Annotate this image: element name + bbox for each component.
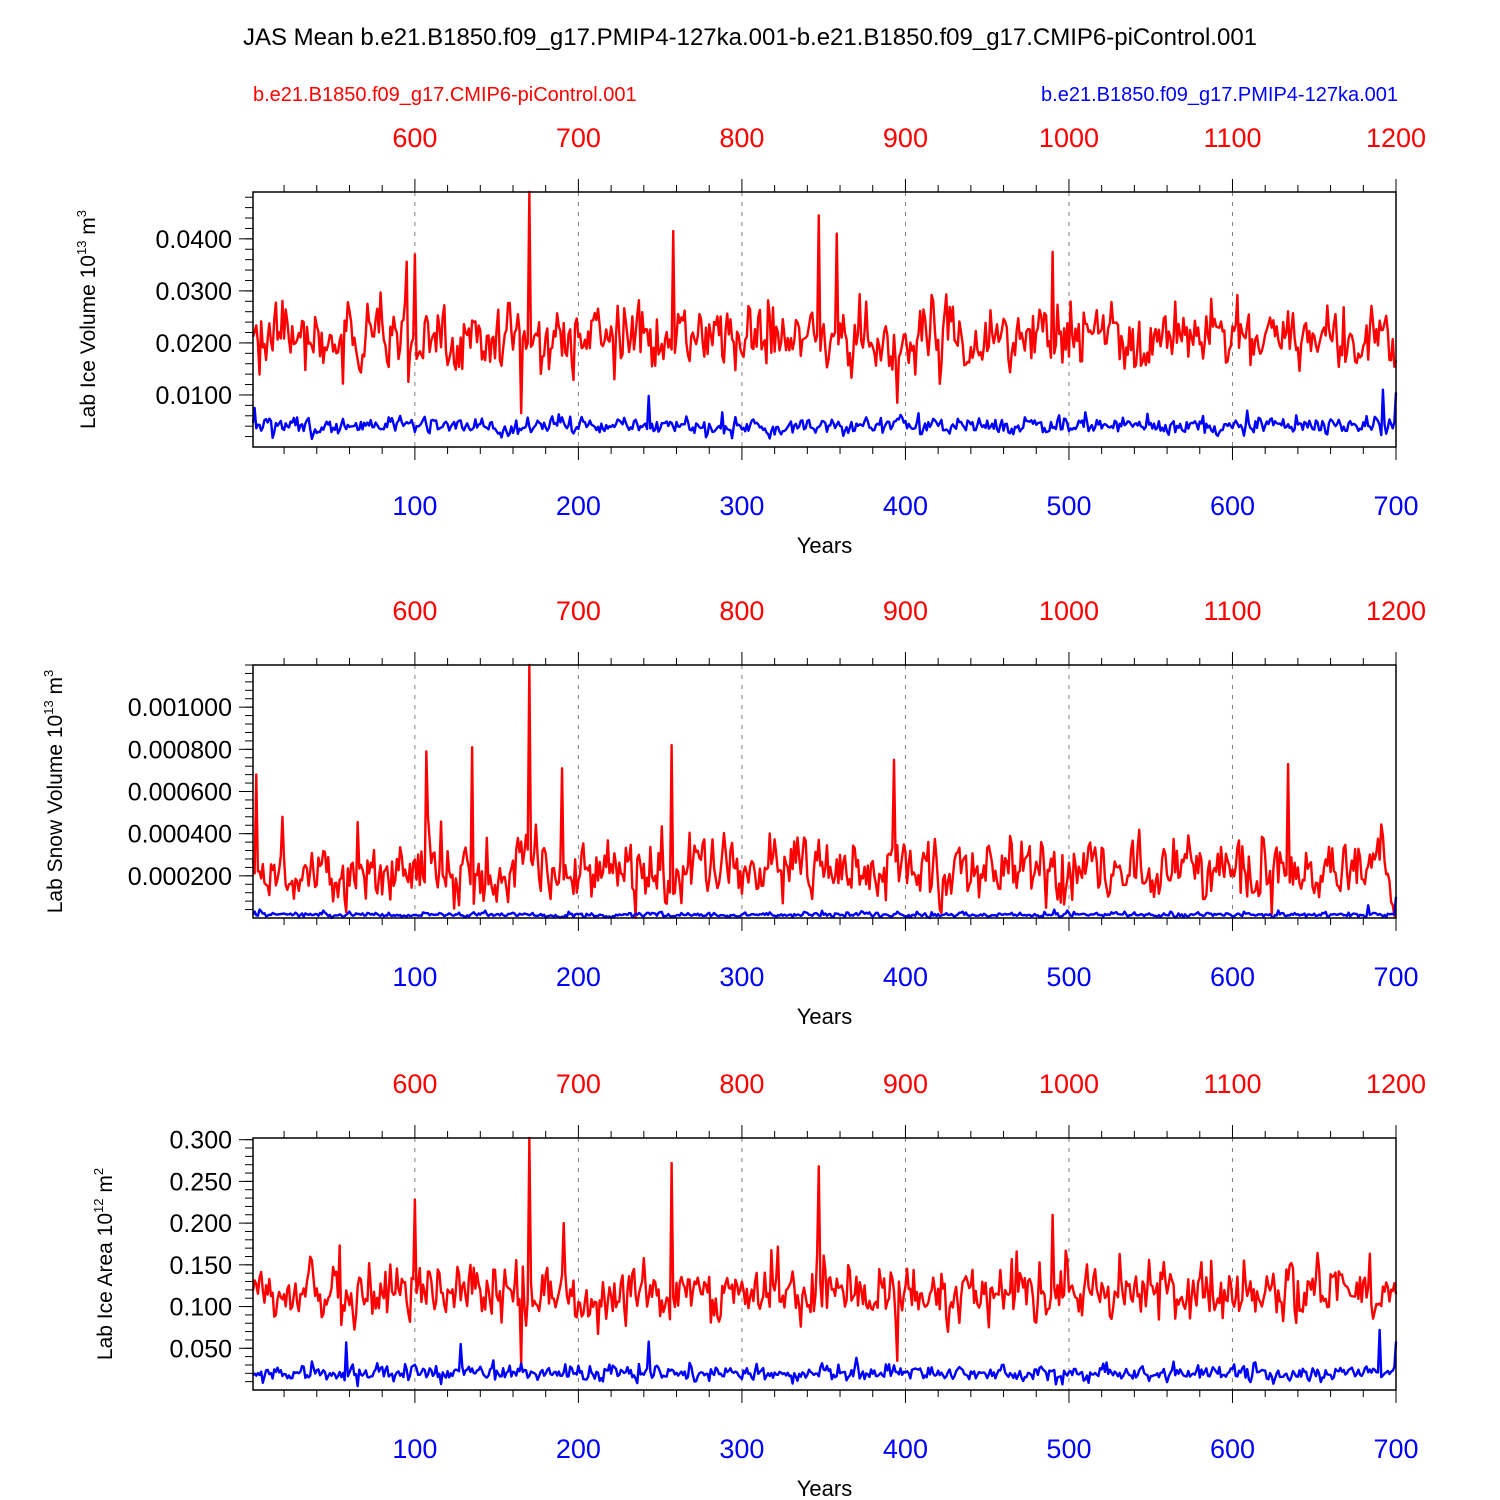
top-tick-label: 1000 [1039,596,1099,626]
series-pmip-line [252,1328,1398,1388]
top-tick-label: 800 [719,123,764,153]
top-tick-label: 600 [392,1069,437,1099]
bottom-tick-label: 500 [1046,962,1091,992]
panels: 600 700 800 900 1000 1100 1200 100 200 300 400 500 6… [41,123,1426,1500]
top-tick-label: 700 [556,1069,601,1099]
y-tick-label: 0.001000 [128,694,232,722]
legend-pmip-label: b.e21.B1850.f09_g17.PMIP4-127ka.001 [1041,84,1398,106]
x-axis-title: Years [797,1476,852,1500]
bottom-tick-label: 500 [1046,491,1091,521]
bottom-tick-label: 100 [392,1434,437,1464]
chart-title: JAS Mean b.e21.B1850.f09_g17.PMIP4-127ka… [243,24,1257,51]
top-tick-label: 900 [883,123,928,153]
bottom-tick-label: 600 [1210,491,1255,521]
series-control-line [251,663,1397,919]
bottom-tick-label: 300 [719,1434,764,1464]
top-tick-label: 1100 [1203,1069,1261,1099]
y-tick-label: 0.0100 [156,382,232,410]
bottom-tick-label: 400 [883,491,928,521]
bottom-tick-label: 200 [556,1434,601,1464]
y-tick-label: 0.000800 [128,736,232,764]
y-tick-label: 0.0200 [156,330,232,358]
x-axis-title: Years [797,1004,852,1029]
y-tick-label: 0.200 [169,1210,232,1238]
top-tick-label: 1000 [1039,1069,1099,1099]
bottom-tick-label: 700 [1373,491,1418,521]
top-tick-label: 1100 [1203,123,1261,153]
top-tick-label: 900 [883,1069,928,1099]
y-tick-label: 0.250 [169,1168,232,1196]
top-tick-label: 1200 [1366,596,1426,626]
bottom-tick-label: 500 [1046,1434,1091,1464]
bottom-tick-label: 700 [1373,1434,1418,1464]
y-tick-label: 0.050 [169,1335,232,1363]
top-tick-label: 600 [392,123,437,153]
series-control-line [251,1136,1398,1367]
bottom-tick-label: 200 [556,491,601,521]
series-pmip-line [251,388,1398,441]
top-tick-label: 1200 [1366,1069,1426,1099]
y-tick-label: 0.0400 [156,226,232,254]
series-pmip-line [251,896,1398,920]
top-tick-label: 1100 [1203,596,1261,626]
top-tick-label: 700 [556,596,601,626]
y-tick-label: 0.300 [169,1127,232,1155]
y-tick-label: 0.0300 [156,278,232,306]
y-axis-title: Lab Snow Volume 1013 m3 [41,670,67,914]
y-tick-label: 0.000600 [128,779,232,807]
y-tick-label: 0.000200 [128,863,232,891]
plot-frame [252,1137,1397,1391]
y-tick-label: 0.000400 [128,821,232,849]
bottom-tick-label: 300 [719,491,764,521]
bottom-tick-label: 100 [392,491,437,521]
x-axis-title: Years [797,533,852,558]
panel-2: 600 700 800 900 1000 1100 1200 100 200 300 400 500 6… [41,596,1426,1029]
bottom-tick-label: 700 [1373,962,1418,992]
panel-1: 600 700 800 900 1000 1100 1200 100 200 300 400 500 6… [74,123,1426,558]
top-tick-label: 600 [392,596,437,626]
top-tick-label: 900 [883,596,928,626]
legend-control-label: b.e21.B1850.f09_g17.CMIP6-piControl.001 [253,84,637,106]
top-tick-label: 800 [719,596,764,626]
y-axis-title: Lab Ice Area 1012 m2 [91,1168,117,1360]
top-tick-label: 1200 [1366,123,1426,153]
y-tick-label: 0.150 [169,1252,232,1280]
y-tick-label: 0.100 [169,1294,232,1322]
bottom-tick-label: 100 [392,962,437,992]
top-tick-label: 800 [719,1069,764,1099]
bottom-tick-label: 200 [556,962,601,992]
plot-frame [252,191,1397,448]
bottom-tick-label: 400 [883,962,928,992]
series-control-line [251,190,1398,415]
panel-3: 600 700 800 900 1000 1100 1200 100 200 300 400 500 6… [91,1069,1426,1500]
top-tick-label: 1000 [1039,123,1099,153]
bottom-tick-label: 600 [1210,1434,1255,1464]
y-axis-title: Lab Ice Volume 1013 m3 [74,210,100,429]
bottom-tick-label: 300 [719,962,764,992]
bottom-tick-label: 600 [1210,962,1255,992]
top-tick-label: 700 [556,123,601,153]
bottom-tick-label: 400 [883,1434,928,1464]
